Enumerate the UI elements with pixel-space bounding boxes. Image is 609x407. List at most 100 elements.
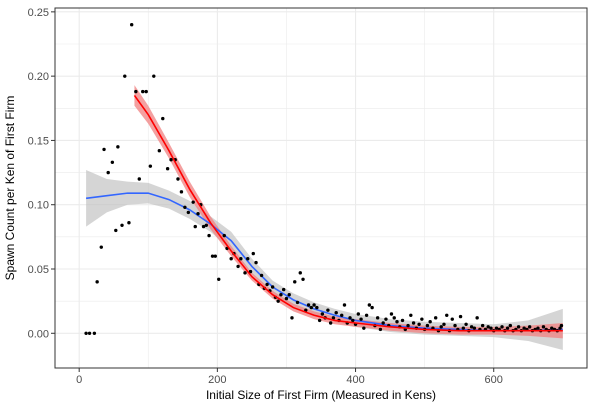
scatter-point — [378, 327, 383, 332]
y-tick-label: 0.10 — [28, 200, 49, 212]
scatter-point — [134, 89, 138, 94]
scatter-points — [84, 23, 564, 335]
scatter-point — [320, 312, 325, 316]
scatter-point — [309, 305, 314, 310]
scatter-point — [254, 260, 258, 265]
scatter-point — [351, 318, 355, 323]
scatter-point — [505, 326, 510, 330]
scatter-point — [110, 160, 115, 164]
scatter-point — [500, 325, 504, 329]
scatter-point — [304, 308, 308, 312]
blue-smooth-line — [85, 192, 563, 332]
scatter-point — [229, 257, 233, 261]
scatter-point — [144, 89, 148, 94]
scatter-point — [293, 280, 297, 284]
scatter-point — [461, 326, 466, 330]
y-tick-label: 0.00 — [28, 328, 49, 340]
scatter-point — [328, 321, 333, 325]
scatter-point — [148, 164, 153, 168]
scatter-point — [270, 285, 275, 289]
scatter-point — [527, 325, 532, 329]
scatter-point — [315, 305, 319, 310]
scatter-point — [301, 277, 305, 281]
scatter-point — [295, 300, 300, 305]
scatter-point — [106, 170, 110, 175]
scatter-point — [287, 293, 291, 297]
scatter-point — [259, 273, 264, 278]
scatter-point — [123, 74, 127, 78]
scatter-point — [326, 308, 330, 312]
scatter-point — [516, 325, 521, 329]
scatter-point — [464, 322, 468, 326]
scatter-point — [550, 326, 554, 330]
scatter-point — [298, 271, 302, 275]
scatter-point — [439, 325, 443, 329]
scatter-point — [541, 325, 546, 329]
scatter-point — [367, 303, 372, 307]
scatter-point — [348, 316, 352, 320]
scatter-point — [248, 269, 253, 274]
scatter-point — [425, 323, 430, 328]
x-tick-label: 400 — [346, 374, 364, 386]
scatter-point — [409, 313, 413, 317]
scatter-point — [186, 210, 191, 215]
scatter-point — [433, 316, 438, 320]
scatter-point — [169, 158, 173, 162]
scatter-point — [116, 145, 120, 149]
scatter-point — [384, 317, 388, 321]
scatter-point — [508, 323, 513, 328]
scatter-point — [312, 303, 316, 307]
scatter-point — [157, 149, 162, 153]
scatter-point — [141, 89, 145, 94]
scatter-point — [469, 325, 474, 329]
scatter-point — [359, 317, 363, 321]
scatter-point — [392, 316, 396, 320]
y-tick-label: 0.25 — [28, 7, 49, 19]
scatter-point — [196, 212, 200, 216]
scatter-point — [210, 254, 215, 258]
y-tick-label: 0.15 — [28, 135, 49, 147]
scatter-point — [276, 299, 280, 303]
scatter-point — [99, 245, 103, 249]
scatter-point — [445, 313, 449, 317]
scatter-point — [281, 287, 286, 292]
scatter-point — [87, 331, 92, 335]
scatter-point — [213, 254, 217, 258]
scatter-point — [559, 323, 564, 328]
scatter-point — [92, 331, 97, 335]
scatter-point — [279, 293, 283, 297]
scatter-point — [265, 282, 269, 287]
scatter-point — [120, 223, 124, 227]
y-tick-label: 0.05 — [28, 264, 49, 276]
scatter-point — [536, 326, 540, 330]
scatter-point — [161, 116, 165, 121]
scatter-point — [165, 167, 170, 171]
scatter-point — [417, 322, 421, 326]
scatter-point — [411, 321, 416, 325]
scatter-point — [207, 233, 211, 238]
axes: 0 200 400 600 0.00 0.05 0.10 0.15 0.20 0.25 — [28, 7, 503, 386]
scatter-point — [217, 277, 221, 281]
scatter-point — [317, 318, 322, 323]
scatter-point — [129, 23, 134, 27]
scatter-point — [381, 321, 385, 325]
scatter-point — [239, 257, 243, 261]
scatter-point — [472, 326, 477, 330]
scatter-point — [284, 296, 289, 301]
scatter-point — [370, 305, 374, 310]
scatter-point — [222, 233, 226, 238]
scatter-point — [179, 190, 184, 194]
scatter-point — [458, 314, 463, 319]
scatter-point — [406, 323, 410, 328]
scatter-point — [364, 313, 369, 317]
scatter-point — [453, 323, 457, 328]
scatter-point — [114, 228, 118, 233]
x-tick-label: 0 — [76, 374, 82, 386]
scatter-point — [127, 221, 131, 225]
red-smooth-line — [133, 94, 563, 332]
scatter-point — [428, 320, 432, 324]
scatter-point — [331, 316, 336, 320]
scatter-point — [251, 251, 255, 256]
scatter-point — [201, 224, 206, 229]
